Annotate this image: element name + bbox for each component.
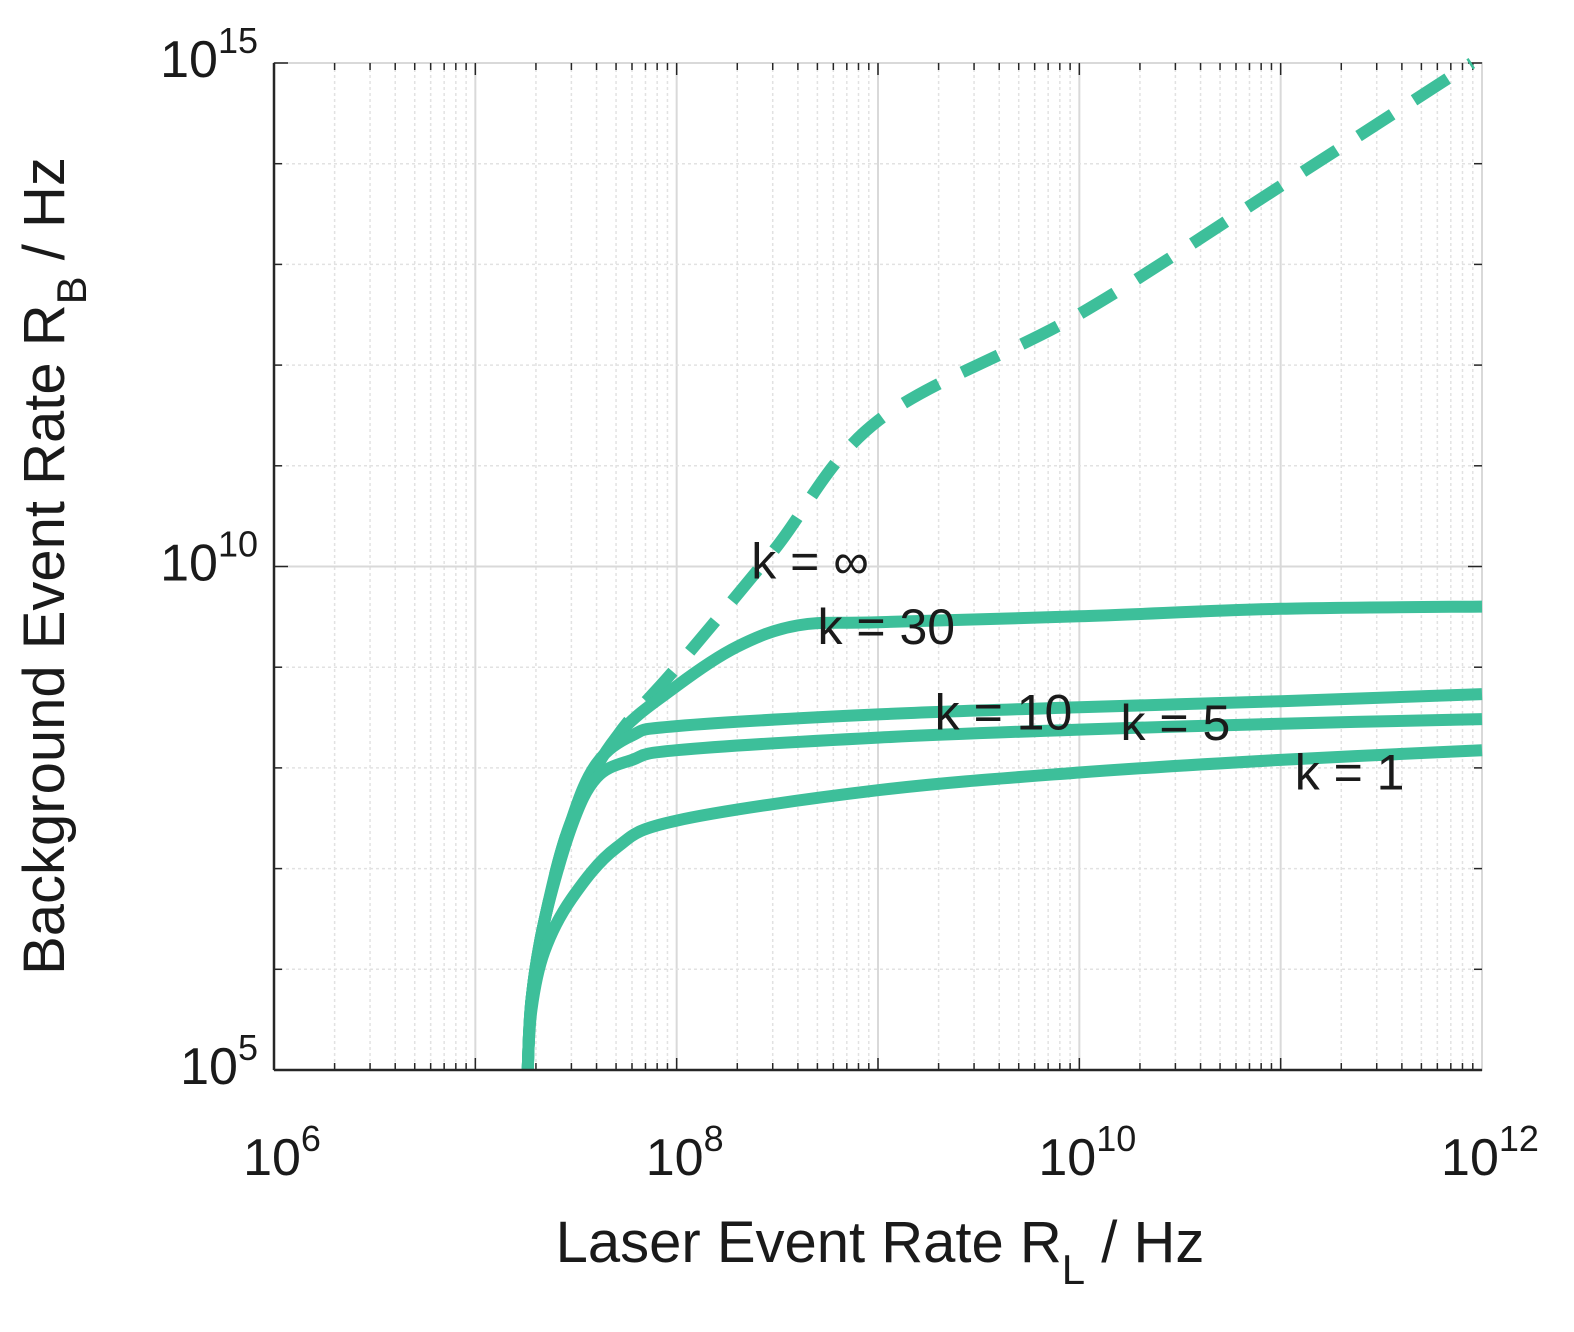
x-axis-label: Laser Event Rate RL / Hz [556,1210,1205,1293]
curve-label-1: k = ∞ [751,534,869,590]
y-axis-label: Background Event Rate RB / Hz [12,157,95,975]
x-tick-label: 1010 [1038,1118,1136,1187]
curve-label-4: k = 5 [1120,695,1230,751]
curve-label-3: k = 10 [935,684,1073,740]
series-line-5 [521,744,1483,1071]
x-tick-label: 106 [243,1118,321,1187]
grid [273,62,1483,1071]
y-tick-labels: 105 1010 1015 [160,20,258,1096]
y-tick-label: 1010 [160,524,258,593]
curve-label-5: k = 1 [1295,745,1405,801]
series-group [521,57,1483,1071]
series-line-4 [521,713,1483,1071]
curve-label-2: k = 30 [818,599,956,655]
x-tick-labels: 106 108 1010 1012 [243,1118,1539,1187]
y-tick-label: 1015 [160,20,258,89]
y-tick-label: 105 [180,1027,258,1096]
curve-labels: k = ∞ k = 30 k = 10 k = 5 k = 1 [751,534,1404,801]
x-tick-label: 1012 [1441,1118,1539,1187]
x-tick-label: 108 [646,1118,724,1187]
